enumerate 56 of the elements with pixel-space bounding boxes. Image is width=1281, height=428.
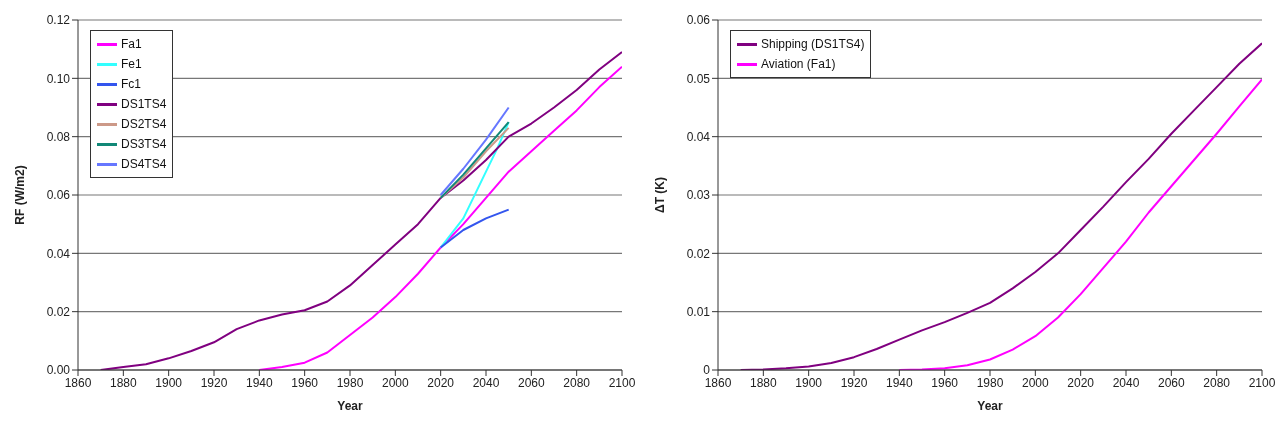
y-tick-label: 0.02 [686,246,711,261]
x-tick-label: 1960 [291,375,319,390]
x-tick-label: 2060 [517,375,545,390]
y-axis-title: ΔT (K) [653,177,668,213]
x-axis-title: Year [977,399,1004,413]
line-series [439,208,510,249]
legend-label: Fa1 [121,36,142,53]
x-tick-label: 1920 [200,375,228,390]
legend-label: Fe1 [121,56,142,73]
x-tick-label: 1900 [795,375,823,390]
x-tick-label: 2000 [381,375,409,390]
x-tick-label: 1960 [931,375,959,390]
y-tick-label: 0.10 [46,71,71,86]
x-tick-label: 1980 [336,375,364,390]
x-tick-label: 1920 [840,375,868,390]
y-tick-label: 0.06 [46,188,71,203]
x-tick-label: 1980 [976,375,1004,390]
x-tick-label: 1900 [155,375,183,390]
x-tick-label: 2080 [563,375,591,390]
x-tick-label: 2100 [1248,375,1276,390]
x-axis-title: Year [337,399,364,413]
x-tick-label: 2080 [1203,375,1231,390]
y-tick-label: 0.01 [686,304,711,319]
y-tick-label: 0.12 [46,13,71,28]
y-tick-label: 0 [703,363,711,378]
x-tick-label: 1940 [245,375,273,390]
y-tick-label: 0.02 [46,304,71,319]
x-tick-label: 1940 [885,375,913,390]
line-series [439,121,510,249]
x-tick-label: 2040 [472,375,500,390]
y-tick-label: 0.03 [686,188,711,203]
y-axis-title: RF (W/m2) [13,165,28,225]
x-tick-label: 2100 [608,375,636,390]
legend-label: DS3TS4 [121,136,167,153]
y-tick-label: 0.06 [686,13,711,28]
y-tick-label: 0.04 [46,246,71,261]
legend-label: Shipping (DS1TS4) [761,36,865,53]
y-tick-label: 0.00 [46,363,71,378]
x-tick-label: 2000 [1021,375,1049,390]
y-tick-label: 0.05 [686,71,711,86]
legend-label: Fc1 [121,76,142,93]
line-series [439,106,510,196]
legend-label: DS1TS4 [121,96,167,113]
x-tick-label: 2060 [1157,375,1185,390]
legend-label: DS4TS4 [121,156,167,173]
x-tick-label: 1880 [109,375,137,390]
x-tick-label: 1880 [749,375,777,390]
y-tick-label: 0.08 [46,129,71,144]
x-tick-label: 2020 [427,375,455,390]
x-tick-label: 1860 [704,375,732,390]
y-tick-label: 0.04 [686,129,711,144]
x-tick-label: 1860 [64,375,92,390]
x-tick-label: 2040 [1112,375,1140,390]
x-tick-label: 2020 [1067,375,1095,390]
legend-label: DS2TS4 [121,116,167,133]
legend-label: Aviation (Fa1) [761,56,836,73]
